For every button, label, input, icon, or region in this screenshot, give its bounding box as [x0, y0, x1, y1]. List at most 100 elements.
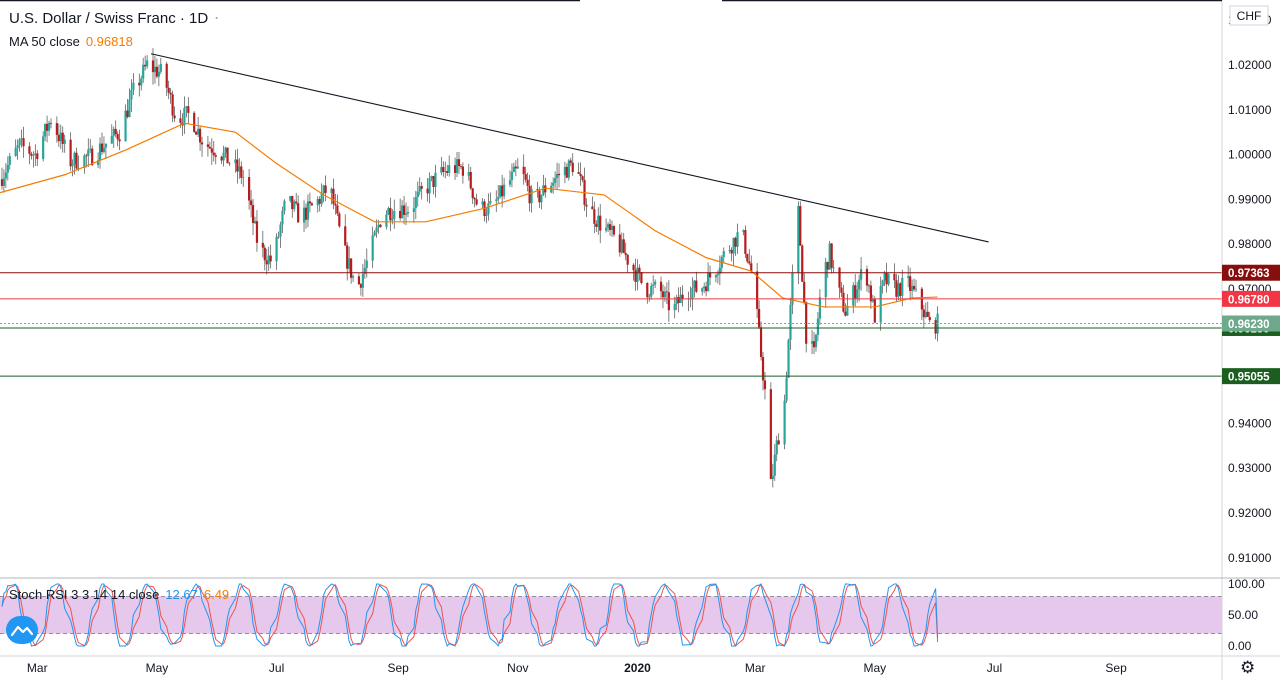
candle-body [440, 167, 443, 173]
candle-body [544, 185, 547, 193]
candle-body [132, 82, 135, 90]
candle-body [379, 224, 382, 227]
candle-body [732, 237, 735, 254]
stoch-rsi-k-line [1, 583, 939, 647]
candle-body [585, 204, 588, 207]
trendline-group[interactable] [150, 53, 989, 243]
candle-body [828, 243, 831, 270]
candle-body [538, 189, 541, 203]
candle-body [61, 132, 64, 144]
symbol-title-text: U.S. Dollar / Swiss Franc · 1D [9, 10, 209, 27]
ma-label: MA 50 close [9, 34, 80, 49]
candle-body [708, 272, 712, 278]
candle-body [606, 224, 610, 228]
more-dots-icon[interactable]: ⋅ [214, 10, 219, 27]
symbol-title[interactable]: U.S. Dollar / Swiss Franc · 1D ⋅ [9, 9, 219, 27]
stoch-rsi-series [1, 583, 939, 647]
candle-body [673, 303, 676, 311]
candle-body [308, 201, 312, 204]
candle-body [32, 154, 35, 156]
candle-body [667, 292, 670, 311]
candle-body [501, 185, 504, 197]
candle-body [814, 334, 818, 348]
candle-body [746, 253, 749, 262]
candle-body [771, 475, 774, 480]
candle-body [18, 139, 21, 146]
candle-body [703, 286, 706, 289]
candle-body [279, 224, 282, 237]
candle-body [773, 454, 776, 476]
candle-body [401, 205, 404, 219]
stoch-rsi-legend[interactable]: Stoch RSI 3 3 14 14 close 12.67 6.49 [9, 587, 229, 602]
candle-body [599, 215, 602, 231]
candle-body [459, 166, 463, 167]
ma-value: 0.96818 [85, 34, 133, 49]
currency-box[interactable] [1229, 5, 1269, 26]
candle-body [565, 166, 568, 178]
candle-body [661, 291, 665, 298]
candle-body [636, 267, 639, 282]
ma-legend[interactable]: MA 50 close 0.96818 [9, 34, 133, 49]
candle-body [6, 164, 9, 173]
candle-body [563, 166, 567, 176]
candle-body [293, 201, 296, 210]
last-price-label-bg [1222, 315, 1280, 332]
candle-body [118, 139, 121, 142]
candle-body [542, 185, 545, 195]
candle-body [418, 186, 421, 192]
candle-body [269, 255, 272, 262]
candle-body [455, 159, 459, 173]
candle-body [428, 178, 431, 194]
candle-body [759, 327, 763, 358]
candle-body [324, 185, 327, 193]
candle-body [787, 339, 790, 378]
candle-body [249, 200, 253, 206]
candle-body [100, 143, 104, 153]
candle-body [826, 262, 829, 270]
candle-body [552, 182, 555, 186]
candle-body [571, 162, 574, 173]
candle-body [854, 285, 857, 299]
candle-body [20, 138, 23, 140]
candle-body [130, 89, 133, 100]
candle-body [34, 153, 37, 155]
candle-body [730, 249, 733, 254]
candle-body [146, 60, 149, 67]
candle-body [49, 122, 53, 124]
candle-body [114, 128, 117, 135]
candle-body [508, 180, 512, 185]
candle-body [742, 230, 745, 233]
candle-body [885, 272, 888, 285]
candle-body [179, 118, 182, 123]
candle-body [934, 320, 937, 334]
candle-body [797, 206, 800, 273]
candle-body [98, 143, 102, 161]
candle-body [632, 264, 635, 271]
candle-body [536, 189, 539, 190]
candle-body [28, 146, 31, 154]
candle-body [236, 159, 239, 172]
candle-body [291, 196, 294, 210]
horizontal-levels[interactable] [0, 272, 1222, 377]
candle-body [387, 208, 390, 215]
candle-body [399, 210, 402, 219]
candle-body [57, 134, 60, 142]
candle-body [406, 212, 410, 214]
candle-body [510, 171, 514, 181]
candle-body [634, 270, 637, 282]
candle-body [289, 196, 292, 201]
settings-gear-icon[interactable]: ⚙ [1240, 658, 1256, 677]
candle-body [128, 99, 131, 117]
candle-body [461, 166, 465, 176]
level-label-3: 0.95055 [1228, 372, 1270, 384]
candle-body [416, 191, 419, 198]
tradingview-logo-icon[interactable] [6, 616, 38, 644]
candle-body [761, 357, 765, 381]
candle-body [363, 267, 366, 274]
stoch-rsi-d-line [1, 583, 939, 647]
candle-body [263, 247, 266, 261]
candle-body [675, 297, 678, 304]
candle-body [869, 285, 872, 302]
